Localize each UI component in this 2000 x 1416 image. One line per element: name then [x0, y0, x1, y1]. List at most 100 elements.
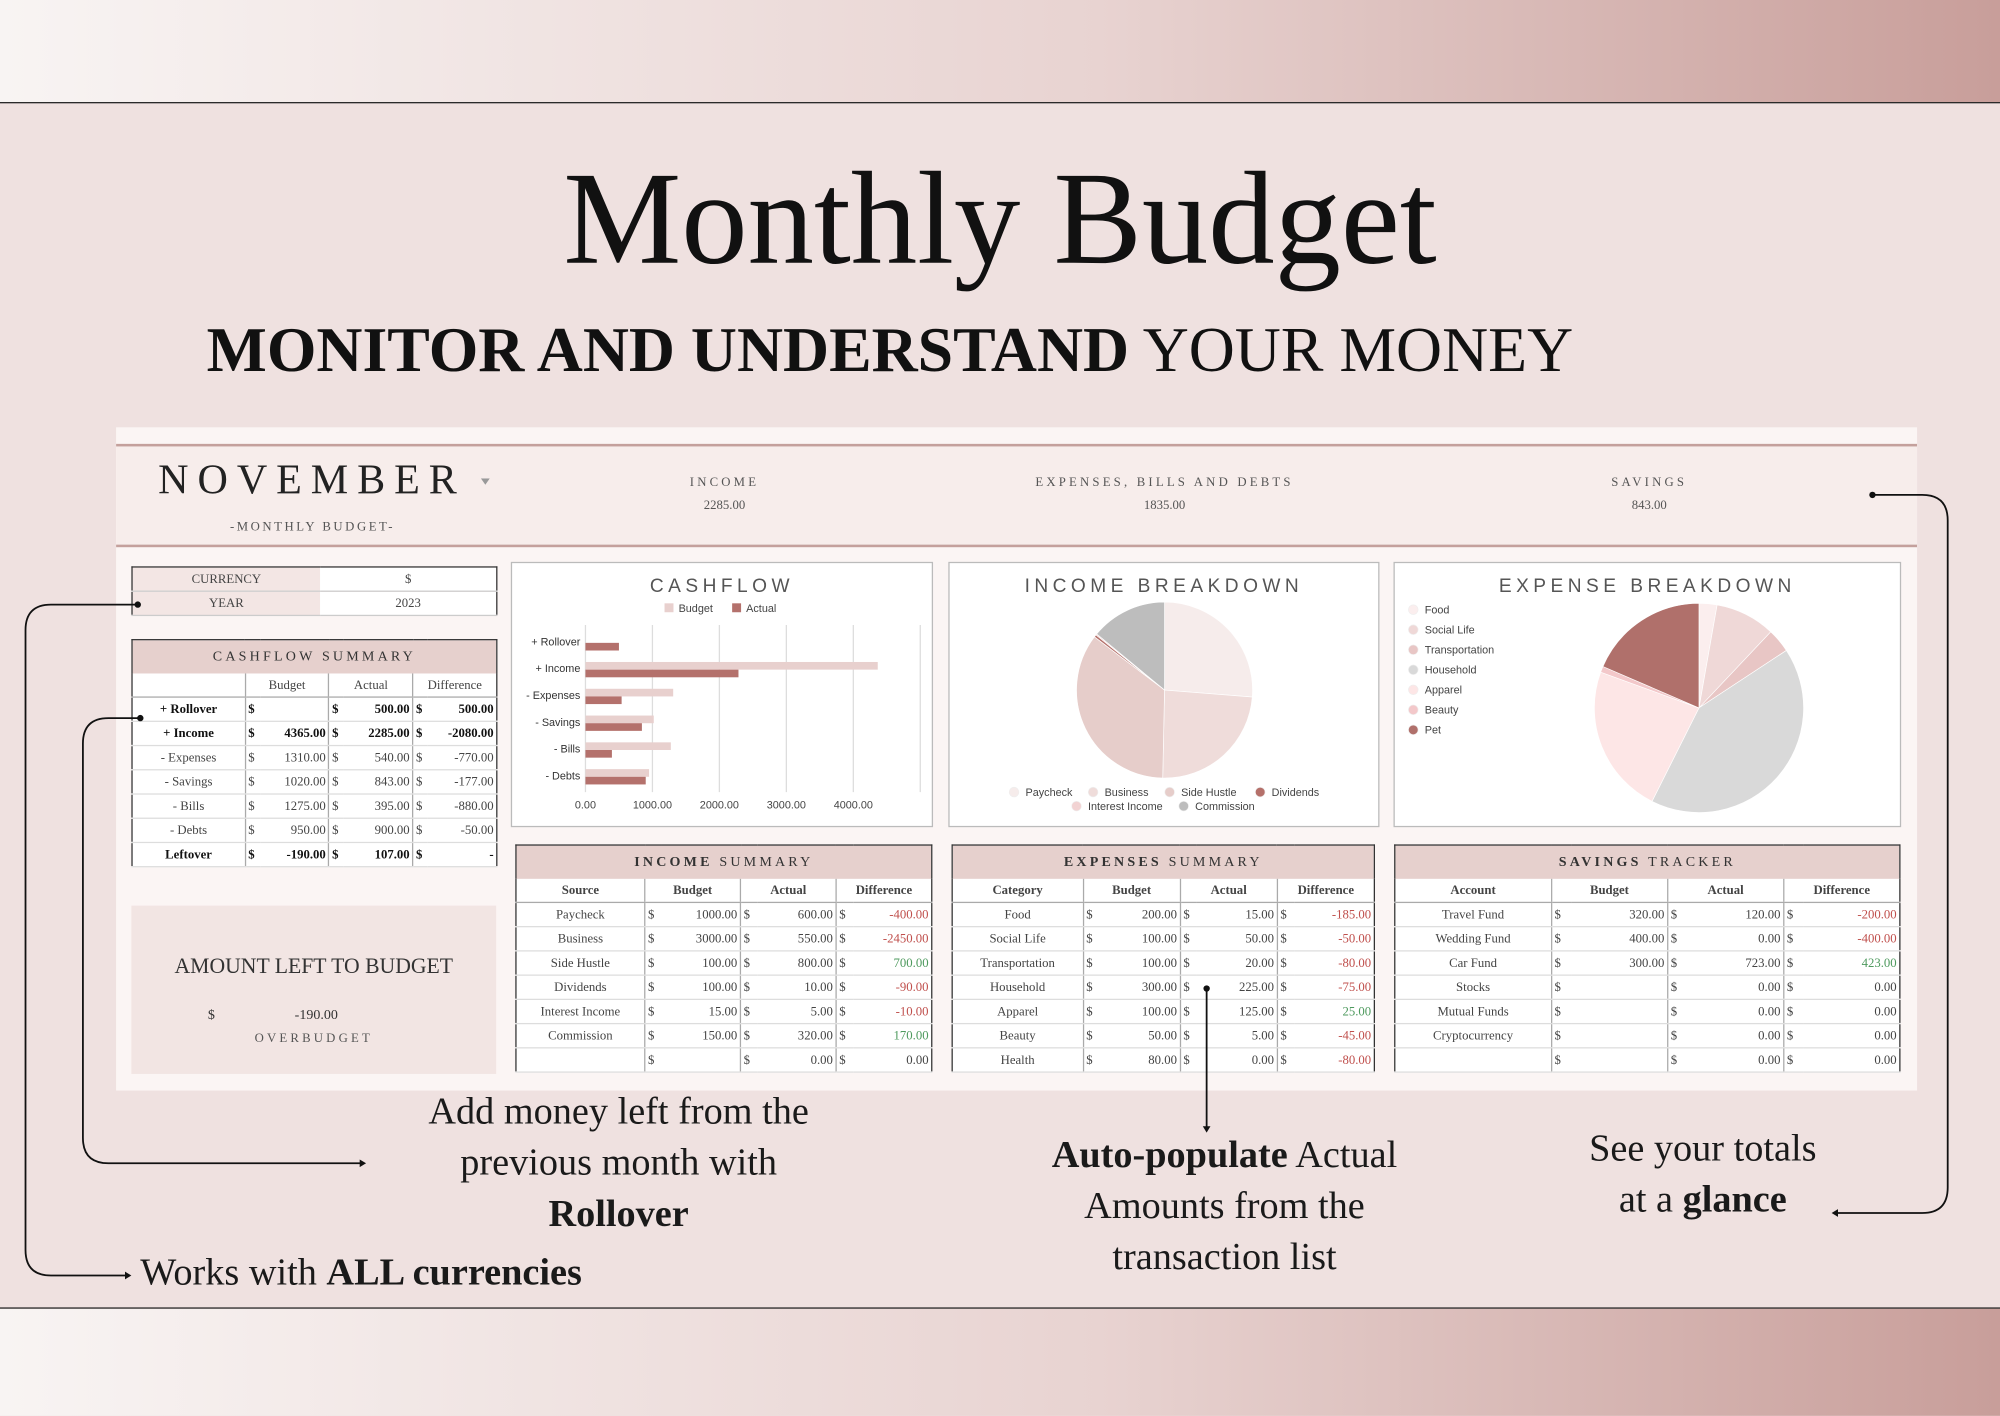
row-label: - Debts: [132, 818, 246, 844]
legend-swatch: [1255, 786, 1266, 798]
y-tick-label: - Debts: [545, 770, 580, 782]
currency: $: [1783, 1023, 1804, 1049]
cell-value: 150.00: [661, 1023, 741, 1049]
bar: [585, 688, 674, 697]
table-title: SAVINGS TRACKER: [1394, 845, 1900, 879]
currency: $: [1179, 975, 1198, 1000]
table-row: Social Life $100.00 $50.00 $ -50.00: [952, 926, 1375, 952]
column-header: Budget: [1082, 878, 1181, 904]
row-label: Business: [515, 926, 645, 952]
table-row: Leftover $ -190.00 $107.00 $ -: [132, 842, 497, 868]
row-label: Stocks: [1394, 975, 1552, 1000]
cell-value: -2080.00: [427, 721, 497, 747]
currency: $: [1783, 926, 1804, 952]
legend-swatch: [1087, 786, 1099, 798]
cell-value: 50.00: [1099, 1023, 1181, 1049]
legend-label: Household: [1425, 665, 1477, 677]
cell-value: -400.00: [852, 902, 932, 928]
currency: $: [644, 999, 662, 1025]
currency: $: [644, 1047, 662, 1073]
header-row: Category Budget Actual Difference: [952, 878, 1375, 904]
table-row: Cryptocurrency $ $0.00 $0.00: [1394, 1023, 1900, 1049]
bottom-band: [0, 1307, 2000, 1416]
cell-value: 540.00: [343, 745, 413, 771]
total-value: 843.00: [1631, 498, 1667, 513]
summary-table: CASHFLOW SUMMARY Budget Actual Difference + …: [131, 639, 498, 868]
table-title: EXPENSES SUMMARY: [952, 845, 1375, 879]
currency: $: [835, 902, 853, 928]
row-label: + Income: [132, 721, 246, 747]
annotation: Auto-populate Actual Amounts from the tr…: [1020, 1130, 1428, 1283]
currency: $: [1783, 902, 1804, 928]
table-row: Health $80.00 $0.00 $ -80.00: [952, 1047, 1375, 1073]
y-tick-label: + Income: [536, 663, 581, 675]
currency: $: [739, 950, 758, 976]
cell-value: 80.00: [1099, 1047, 1181, 1073]
title-rest: SUMMARY: [719, 854, 814, 870]
currency: $: [835, 1047, 853, 1073]
cell-value: [1571, 999, 1668, 1025]
cell-value: 900.00: [343, 818, 413, 844]
page-title: Monthly Budget: [563, 145, 1437, 293]
legend-label: Budget: [679, 603, 713, 615]
cell-value: 1275.00: [259, 794, 329, 819]
title-row: CASHFLOW SUMMARY: [132, 639, 497, 674]
title-bold: INCOME: [634, 854, 713, 870]
column-header: Actual: [1179, 878, 1278, 904]
row-label: - Bills: [132, 794, 246, 819]
cell-value: -185.00: [1294, 902, 1375, 928]
dropdown-icon[interactable]: [480, 478, 491, 486]
y-tick-label: + Rollover: [531, 636, 580, 648]
cell-value: 100.00: [1099, 926, 1181, 952]
chart-title: CASHFLOW: [650, 576, 794, 597]
currency: $: [207, 1007, 215, 1023]
y-tick-label: - Expenses: [526, 690, 581, 702]
table-row: $ $0.00 $0.00: [515, 1047, 932, 1073]
cell-value: 0.00: [1803, 975, 1900, 1000]
cell-value: 500.00: [427, 697, 497, 722]
arrowhead: [124, 1271, 132, 1280]
cell-value: 225.00: [1197, 975, 1278, 1000]
currency: $: [1666, 902, 1688, 928]
row-label: Paycheck: [515, 902, 645, 928]
cell-value: 0.00: [757, 1047, 837, 1073]
cell-value: 300.00: [1571, 950, 1668, 976]
currency: $: [1550, 926, 1572, 952]
currency: $: [739, 1047, 758, 1073]
x-tick-label: 2000.00: [700, 800, 739, 812]
cell-value: 200.00: [1099, 902, 1181, 928]
cell-value: 843.00: [343, 769, 413, 795]
currency: $: [835, 999, 853, 1025]
cell-value: 0.00: [852, 1047, 932, 1073]
row-label: - Expenses: [132, 745, 246, 771]
row-label: [515, 1047, 645, 1073]
cell-value: 0.00: [1197, 1047, 1278, 1073]
table-title: CASHFLOW SUMMARY: [132, 639, 497, 674]
total-value: 2285.00: [703, 498, 746, 513]
cell-value: [259, 697, 329, 722]
column-header: Source: [515, 878, 645, 904]
bar: [585, 723, 642, 731]
row-label: Apparel: [952, 999, 1084, 1025]
cell-value: 15.00: [1197, 902, 1278, 928]
table-row: - Expenses $1310.00 $540.00 $ -770.00: [132, 745, 497, 771]
title-bold: SAVINGS: [1558, 854, 1642, 870]
currency: $: [644, 926, 662, 952]
x-tick-label: 1000.00: [633, 800, 672, 812]
chart-box: [510, 561, 934, 828]
amount-left-value: -190.00: [294, 1007, 338, 1023]
currency: $: [644, 902, 662, 928]
row-label: Beauty: [952, 1023, 1084, 1049]
column-header: Account: [1394, 878, 1552, 904]
currency: $: [1550, 1023, 1572, 1049]
legend-label: Dividends: [1272, 787, 1320, 799]
cell-value: 400.00: [1571, 926, 1668, 952]
cell-value: 125.00: [1197, 999, 1278, 1025]
table-row: - Savings $1020.00 $843.00 $ -177.00: [132, 769, 497, 795]
cell-value: -80.00: [1294, 950, 1375, 976]
legend-label: Paycheck: [1026, 787, 1074, 799]
currency: $: [1082, 926, 1100, 952]
currency: $: [328, 842, 344, 868]
row-label: Side Hustle: [515, 950, 645, 976]
table-row: Mutual Funds $ $0.00 $0.00: [1394, 999, 1900, 1025]
